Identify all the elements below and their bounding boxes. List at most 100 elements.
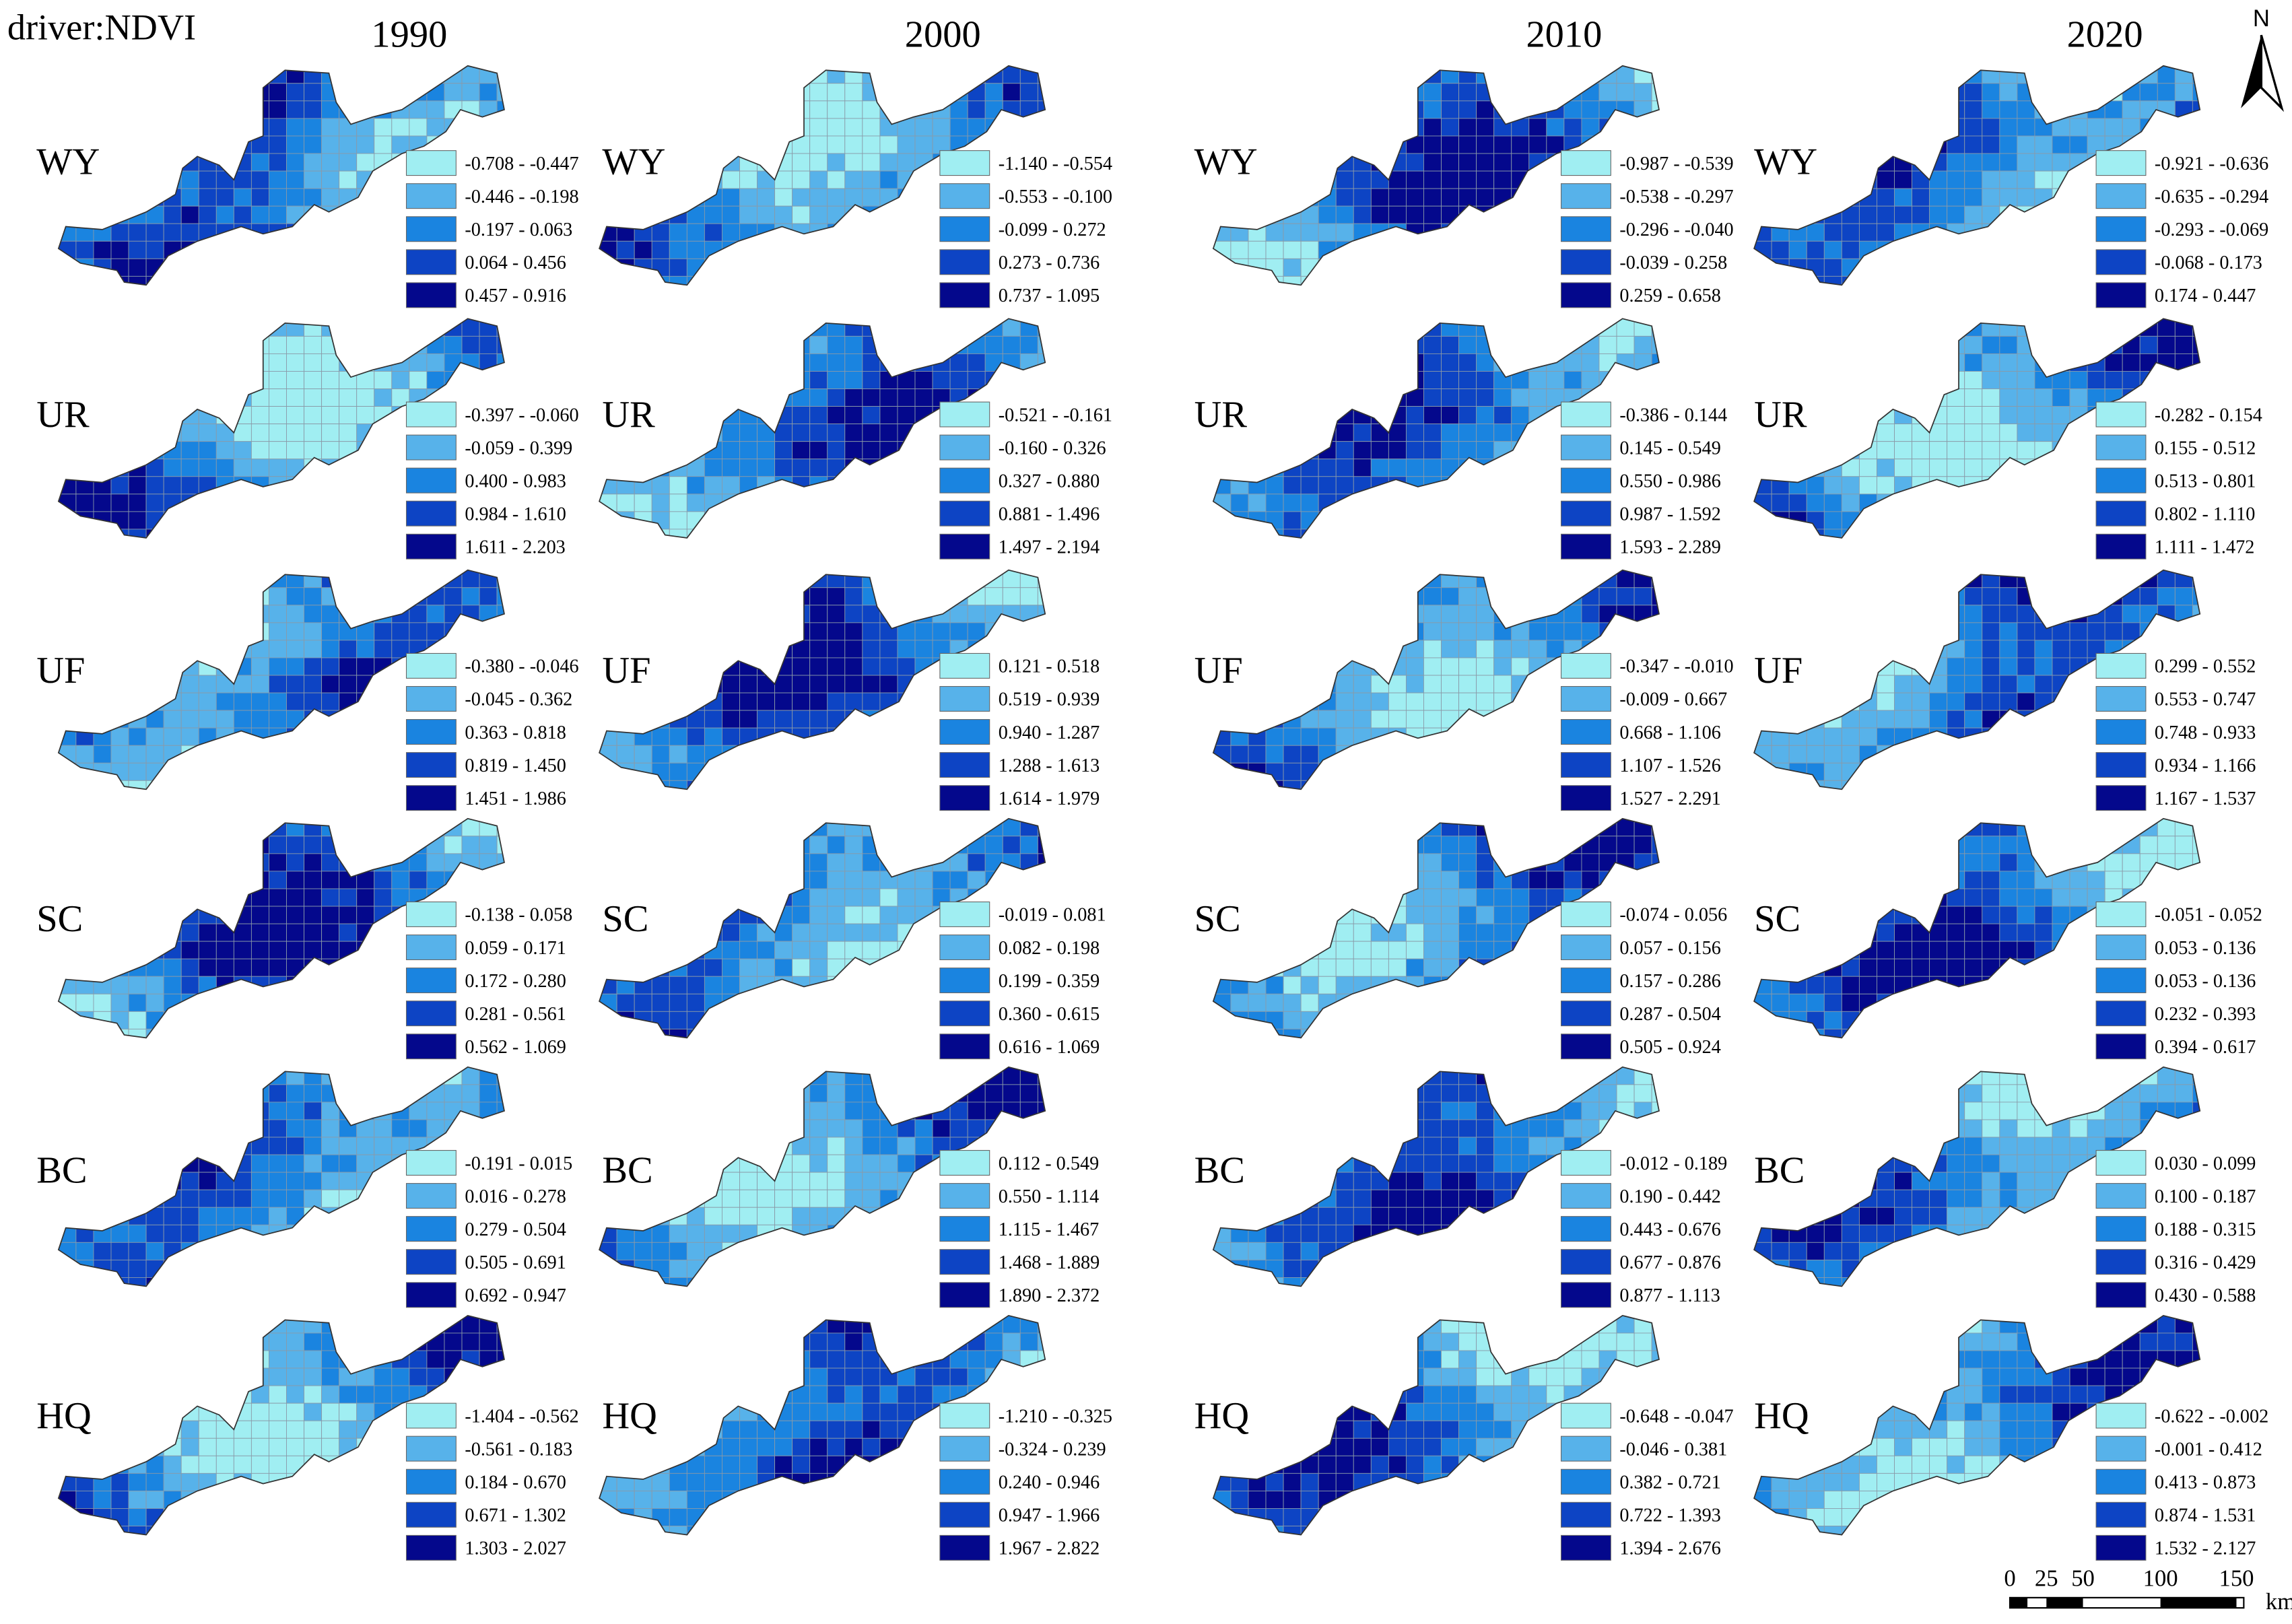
map-cell [1929,83,1948,102]
map-cell [1458,441,1477,460]
map-cell [250,906,269,924]
map-cell [2017,188,2035,207]
map-cell [1841,476,1860,495]
map-cell [1841,240,1860,259]
map-cell [180,240,199,259]
map-cell [879,205,898,224]
map-cell [1019,335,1038,354]
map-cell [1528,258,1547,277]
map-cell [304,710,323,729]
map-cell [374,675,393,693]
map-cell [2174,65,2193,84]
map-cell [479,65,498,84]
map-cell [1493,692,1512,711]
map-cell [110,871,129,889]
map-cell [1858,657,1877,676]
map-cell [2034,170,2053,189]
map-cell [792,170,811,189]
map-cell [2034,570,2053,588]
map-cell [914,388,933,407]
map-cell [110,83,129,102]
map-cell [634,958,652,977]
map-cell [809,459,828,477]
map-cell [1912,780,1930,790]
map-cell [356,710,375,729]
map-cell [651,223,670,242]
map-cell [1441,888,1460,907]
map-cell [1353,100,1372,119]
map-cell [844,993,863,1012]
map-cell [1335,188,1354,207]
map-cell [215,318,234,337]
map-cell [286,223,304,242]
map-cell [984,100,1003,119]
map-cell [1405,258,1424,277]
map-cell [1370,83,1389,102]
map-cell [286,871,304,889]
map-cell [897,83,916,102]
map-cell [163,275,182,285]
map-cell [1441,205,1460,224]
map-cell [128,640,147,658]
map-cell [1528,780,1547,790]
map-cell [75,1028,94,1038]
map-cell [374,441,393,460]
map-cell [215,83,234,102]
map-cell [145,240,164,259]
map-cell [949,818,968,837]
map-cell [304,853,323,872]
map-cell [669,1011,687,1029]
map-cell [1476,153,1495,172]
map-cell [1877,118,1895,137]
map-cell [1493,529,1512,538]
map-cell [827,1011,846,1029]
map-cell [844,605,863,623]
map-cell [634,692,652,711]
map-cell [2017,335,2035,354]
map-cell [844,853,863,872]
map-cell [198,1011,217,1029]
map-cell [426,836,445,854]
map-cell [1300,780,1319,790]
map-cell [616,993,635,1012]
map-cell [269,605,287,623]
map-cell [1300,675,1319,693]
map-cell [2087,318,2105,337]
map-cell [739,118,757,137]
map-cell [58,570,77,588]
map-cell [1633,640,1652,658]
map-cell [914,135,933,154]
map-cell [444,853,463,872]
map-cell [1353,605,1372,623]
map-cell [1964,762,1983,781]
map-cell [1265,587,1284,606]
map-cell [844,1028,863,1038]
map-cell [1458,923,1477,942]
map-cell [2034,587,2053,606]
map-cell [1300,976,1319,994]
map-cell [1823,727,1842,746]
map-cell [2017,153,2035,172]
map-cell [58,258,77,277]
map-cell [1476,888,1495,907]
map-cell [1754,529,1772,538]
map-cell [1388,188,1407,207]
map-cell [1300,853,1319,872]
map-cell [374,318,393,337]
map-cell [1651,353,1659,372]
map-cell [1493,188,1512,207]
map-cell [739,65,757,84]
map-cell [862,871,881,889]
map-cell [897,976,916,994]
map-cell [1912,710,1930,729]
map-cell [2192,65,2200,84]
map-cell [1353,780,1372,790]
map-cell [1388,993,1407,1012]
map-cell [599,335,617,354]
map-cell [757,622,776,641]
map-cell [1511,83,1530,102]
map-cell [110,459,129,477]
map-cell [58,587,77,606]
map-cell [479,622,498,641]
map-cell [1476,118,1495,137]
